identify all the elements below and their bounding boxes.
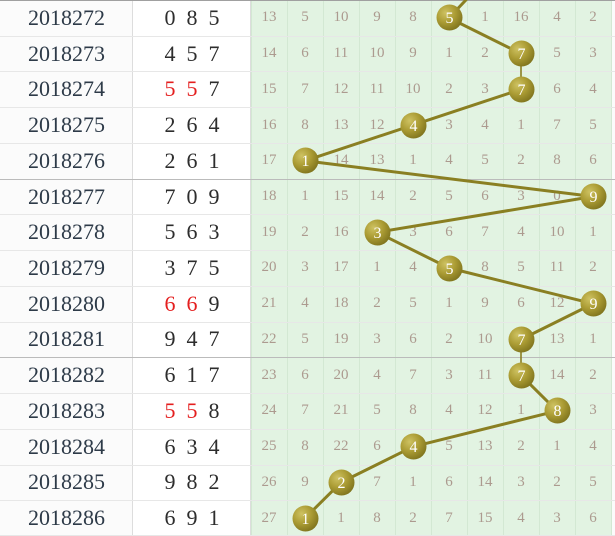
svg-text:7: 7 <box>517 332 525 349</box>
svg-text:8: 8 <box>553 403 561 420</box>
svg-text:7: 7 <box>517 368 525 385</box>
svg-text:7: 7 <box>517 82 525 99</box>
svg-text:4: 4 <box>409 118 417 135</box>
svg-text:9: 9 <box>589 189 597 206</box>
svg-text:7: 7 <box>517 46 525 63</box>
svg-text:2: 2 <box>337 475 345 492</box>
svg-text:3: 3 <box>373 225 381 242</box>
svg-text:4: 4 <box>409 439 417 456</box>
svg-text:9: 9 <box>589 296 597 313</box>
svg-text:5: 5 <box>445 10 453 27</box>
svg-text:5: 5 <box>445 261 453 278</box>
svg-text:1: 1 <box>301 511 309 528</box>
svg-text:1: 1 <box>301 153 309 170</box>
